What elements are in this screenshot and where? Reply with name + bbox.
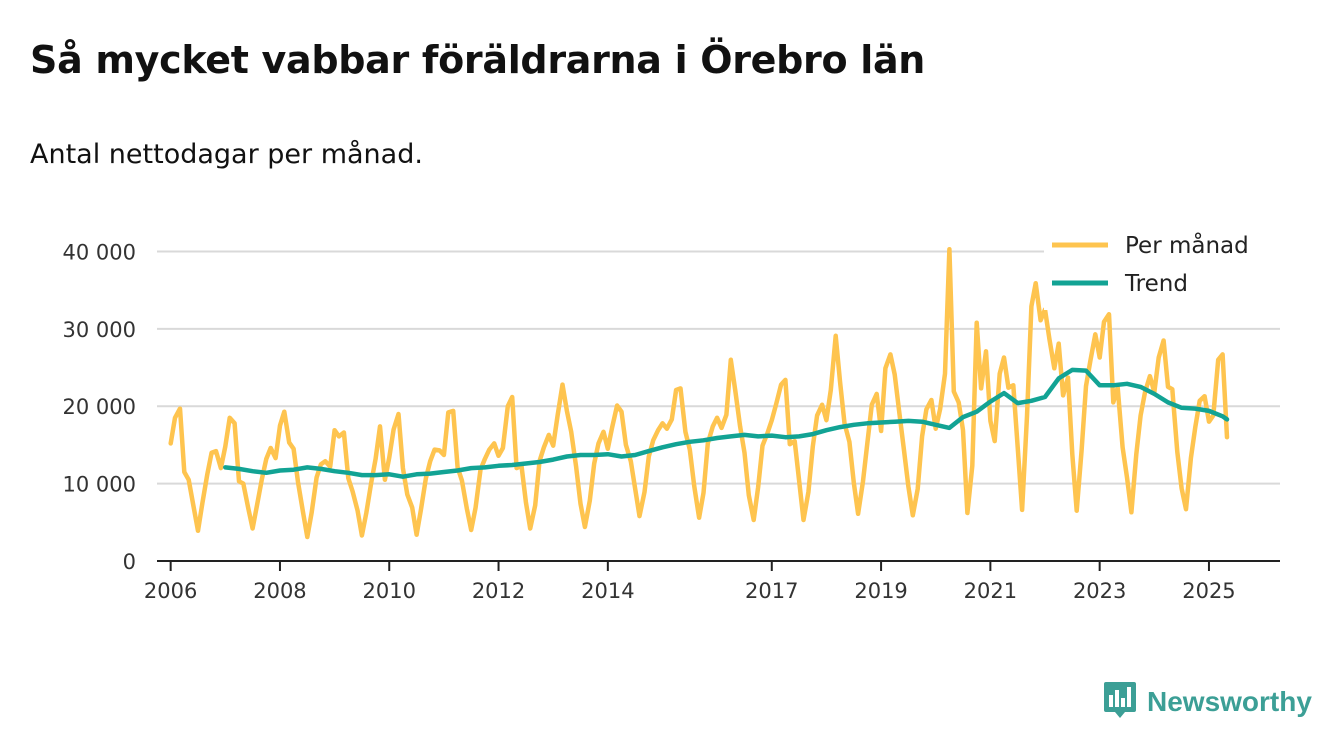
y-tick-label: 30 000 bbox=[63, 318, 136, 342]
x-tick-label: 2006 bbox=[144, 579, 197, 603]
x-tick-label: 2012 bbox=[472, 579, 525, 603]
x-tick-label: 2017 bbox=[745, 579, 798, 603]
x-tick-label: 2019 bbox=[854, 579, 907, 603]
x-tick-label: 2010 bbox=[363, 579, 416, 603]
y-tick-label: 0 bbox=[123, 550, 136, 574]
newsworthy-brand-name: Newsworthy bbox=[1147, 686, 1312, 717]
legend-label-monthly: Per månad bbox=[1125, 231, 1249, 259]
newsworthy-brand[interactable]: Newsworthy bbox=[1103, 680, 1312, 724]
x-tick-label: 2023 bbox=[1073, 579, 1126, 603]
x-tick-label: 2008 bbox=[253, 579, 306, 603]
chart-title: Så mycket vabbar föräldrarna i Örebro lä… bbox=[30, 38, 926, 82]
series-line-per-manad bbox=[168, 246, 1230, 540]
legend: Per månad Trend bbox=[1044, 222, 1280, 310]
y-tick-label: 40 000 bbox=[63, 240, 136, 264]
series-line-trend bbox=[223, 367, 1230, 479]
x-tick-label: 2025 bbox=[1182, 579, 1235, 603]
y-tick-label: 10 000 bbox=[63, 473, 136, 497]
y-axis-ticks: 0 10 000 20 000 30 000 40 000 bbox=[63, 240, 136, 574]
x-tick-label: 2014 bbox=[581, 579, 634, 603]
x-axis: 2006 2008 2010 2012 2014 2017 2019 2021 2023 2025 bbox=[144, 560, 1280, 603]
chart-subtitle: Antal nettodagar per månad. bbox=[30, 139, 423, 170]
legend-background bbox=[1044, 222, 1280, 310]
newsworthy-logo-icon bbox=[1103, 680, 1137, 724]
legend-label-trend: Trend bbox=[1124, 271, 1188, 297]
y-tick-label: 20 000 bbox=[63, 395, 136, 419]
series-lines bbox=[168, 246, 1230, 540]
x-tick-label: 2021 bbox=[964, 579, 1017, 603]
